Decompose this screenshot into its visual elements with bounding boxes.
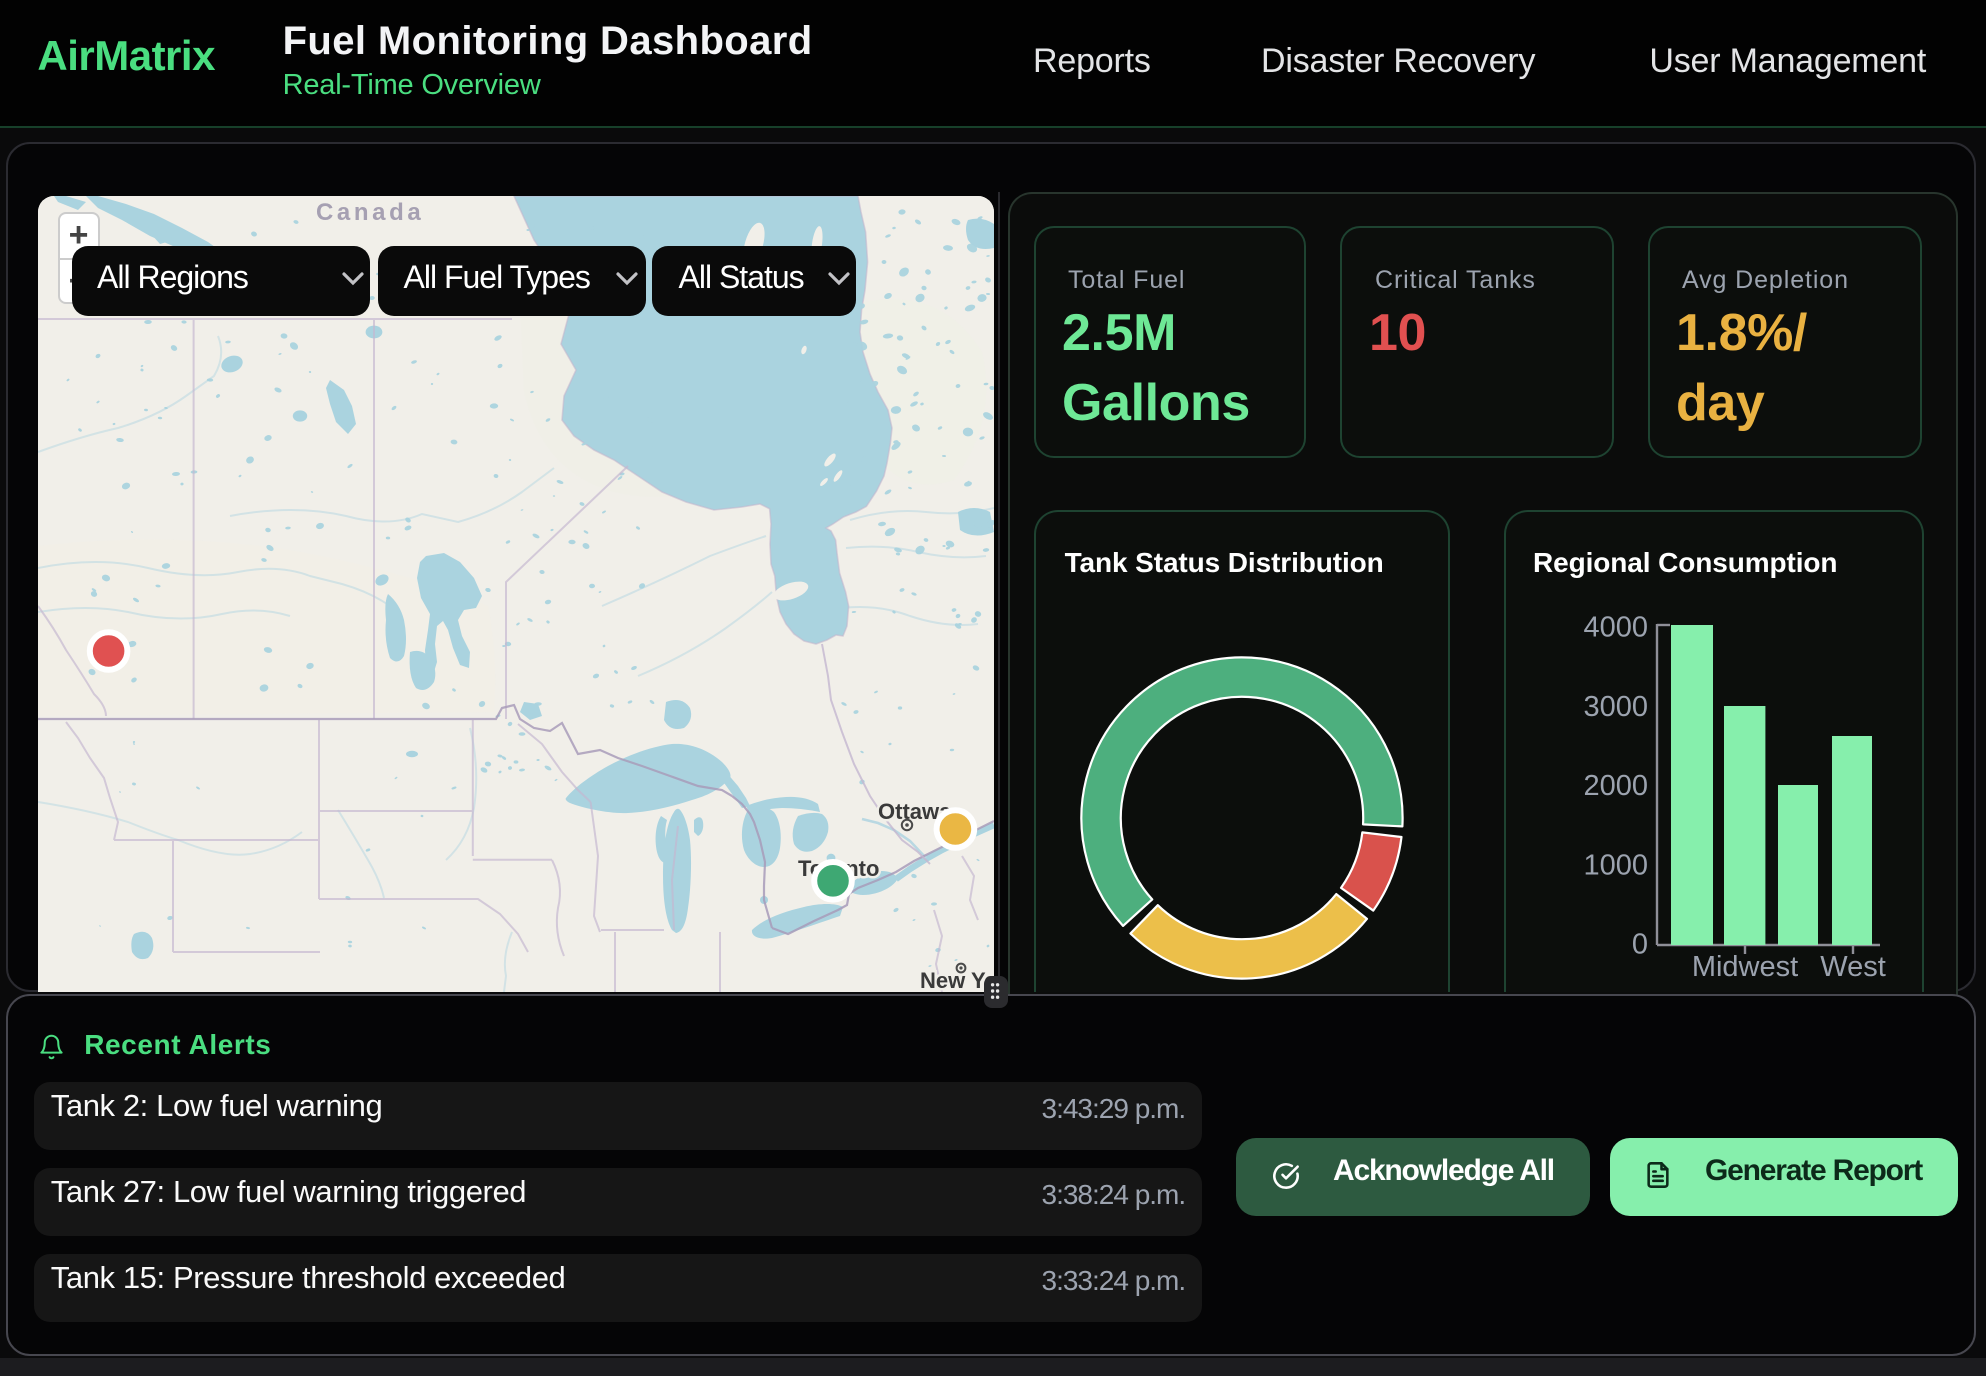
svg-text:New York: New York <box>919 968 993 991</box>
svg-text:4000: 4000 <box>1583 611 1648 643</box>
svg-text:Midwest: Midwest <box>1692 951 1798 983</box>
svg-text:1000: 1000 <box>1583 849 1648 881</box>
svg-text:0: 0 <box>1632 929 1648 961</box>
svg-text:West: West <box>1820 951 1886 983</box>
svg-text:3000: 3000 <box>1583 691 1648 723</box>
svg-text:Canada: Canada <box>315 199 423 226</box>
svg-text:2000: 2000 <box>1583 770 1648 802</box>
